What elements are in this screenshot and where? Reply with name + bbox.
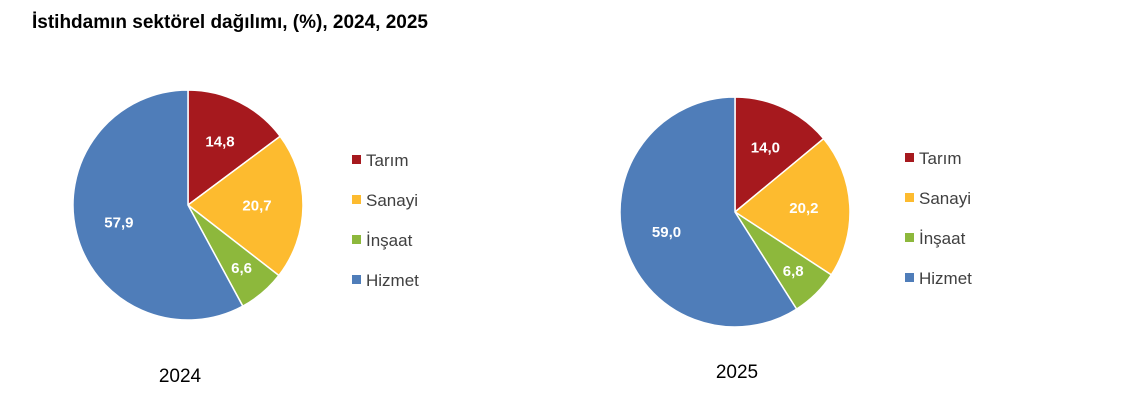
year-label: 2025: [716, 362, 758, 383]
pie-chart-2025: 14,0 20,2 6,8 59,0 Tarım Sanayi İnşaat Hizmet 20…: [619, 96, 972, 383]
slice-value-label: 59,0: [652, 224, 681, 241]
legend-swatch: [905, 273, 914, 282]
legend-label: Hizmet: [919, 269, 972, 288]
year-label: 2024: [159, 366, 202, 387]
legend-swatch: [352, 195, 361, 204]
pie-slice-4: [72, 89, 244, 321]
legend-swatch: [352, 235, 361, 244]
legend-label: İnşaat: [366, 231, 413, 250]
pie-slice-4: [619, 96, 798, 328]
slice-value-label: 6,8: [783, 263, 804, 280]
legend-label: Tarım: [366, 151, 409, 170]
legend-label: Sanayi: [919, 189, 971, 208]
pie-slice-2: [186, 135, 304, 277]
legend-label: Tarım: [919, 149, 962, 168]
slice-value-label: 20,7: [242, 198, 271, 215]
pie-slice-1: [734, 96, 825, 214]
legend-swatch: [352, 155, 361, 164]
chart-title: İstihdamın sektörel dağılımı, (%), 2024,…: [32, 12, 428, 33]
legend-label: Hizmet: [366, 271, 419, 290]
legend-swatch: [352, 275, 361, 284]
slice-value-label: 6,6: [231, 260, 252, 277]
legend-label: İnşaat: [919, 229, 966, 248]
legend-swatch: [905, 153, 914, 162]
slice-value-label: 14,8: [205, 133, 234, 150]
slice-value-label: 20,2: [789, 200, 818, 217]
legend-swatch: [905, 233, 914, 242]
pie-chart-2024: 14,8 20,7 6,6 57,9 Tarım Sanayi İnşaat Hizmet 20…: [72, 89, 419, 387]
pie-slice-1: [187, 89, 282, 207]
legend-swatch: [905, 193, 914, 202]
legend-label: Sanayi: [366, 191, 418, 210]
slice-value-label: 57,9: [104, 215, 133, 232]
slice-value-label: 14,0: [751, 140, 780, 157]
pie-slice-2: [733, 137, 851, 276]
